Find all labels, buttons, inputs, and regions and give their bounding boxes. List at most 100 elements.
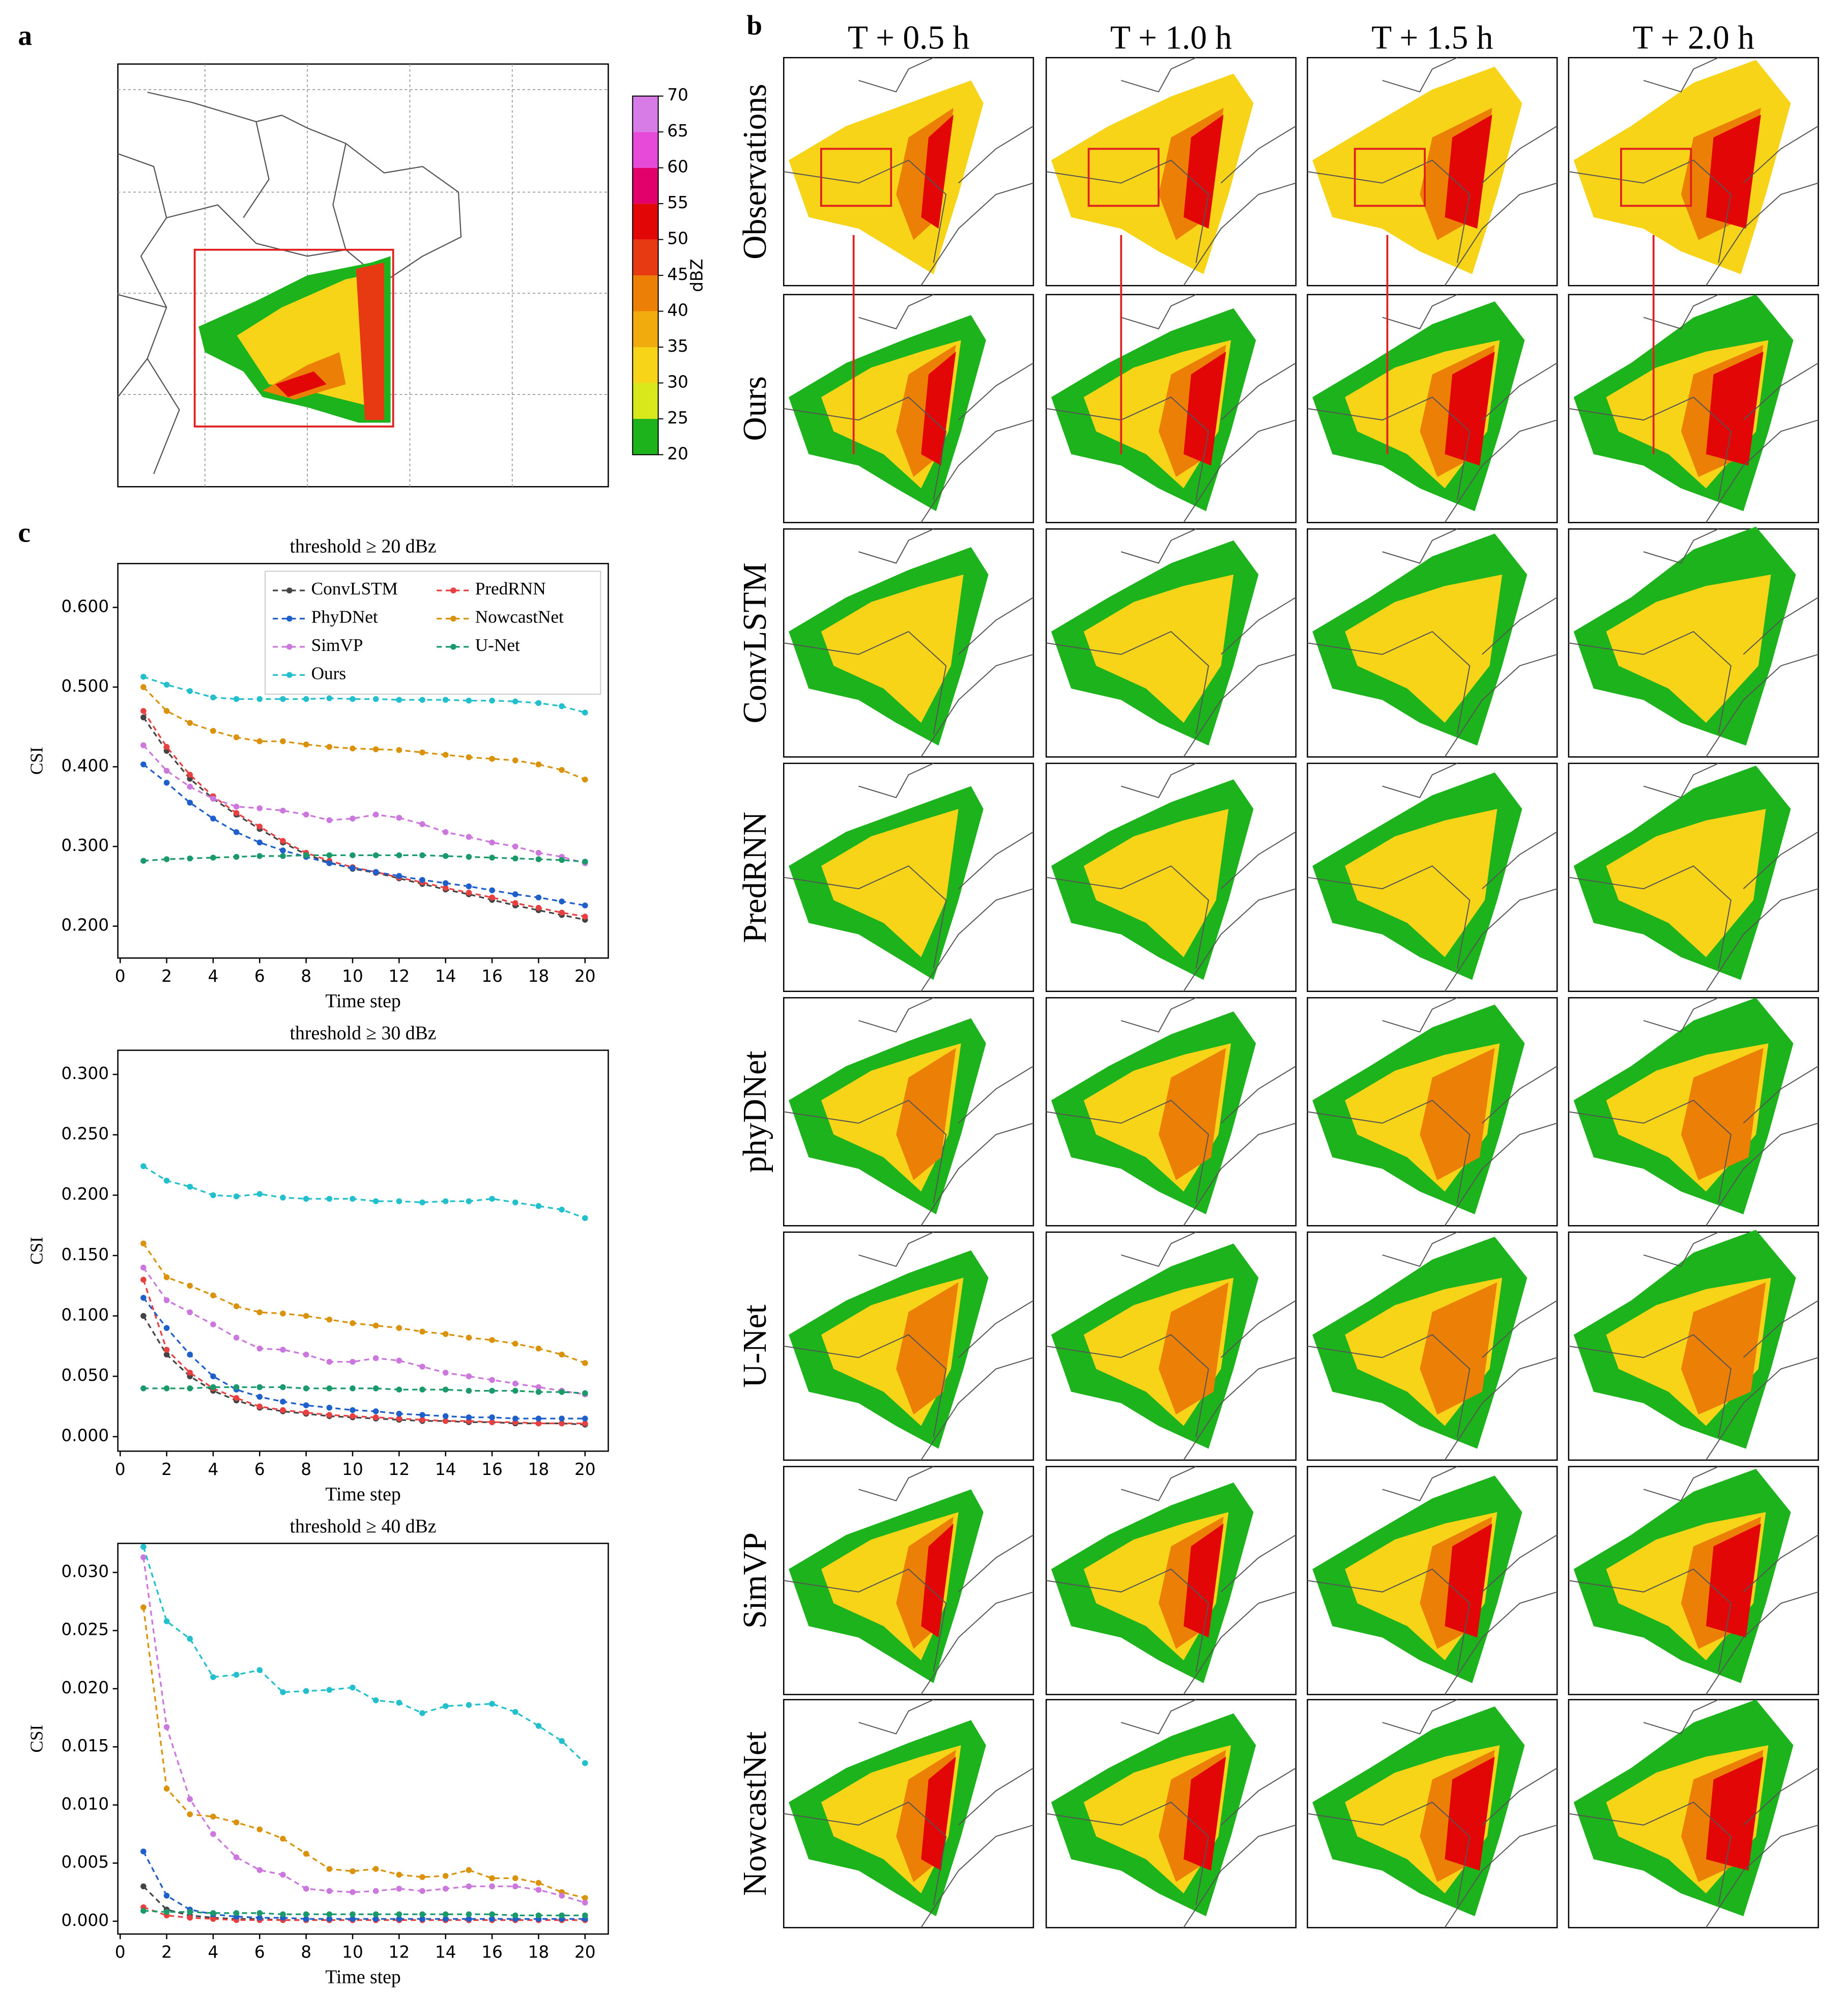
data-point — [466, 883, 472, 890]
data-point — [582, 1420, 588, 1427]
data-point — [442, 853, 449, 859]
data-point — [140, 708, 147, 714]
x-tick-label: 12 — [389, 1460, 410, 1479]
data-point — [442, 1386, 449, 1393]
data-point — [350, 1889, 356, 1895]
data-point — [256, 805, 263, 811]
data-point — [256, 1309, 263, 1316]
data-point — [210, 1674, 216, 1680]
data-point — [280, 1407, 286, 1413]
data-point — [372, 869, 379, 875]
data-point — [372, 1414, 379, 1421]
data-point — [582, 1390, 588, 1397]
echo-area — [1345, 574, 1503, 723]
data-point — [233, 1303, 240, 1310]
radar-image — [1568, 1466, 1819, 1695]
colorbar-tick-label: 35 — [667, 336, 688, 356]
x-tick-label: 2 — [161, 1460, 172, 1479]
data-point — [350, 815, 356, 822]
data-point — [512, 1199, 518, 1206]
y-tick-label: 0.030 — [61, 1562, 109, 1581]
data-point — [256, 696, 263, 702]
data-point — [535, 894, 542, 901]
radar-image — [783, 1699, 1034, 1928]
x-tick-label: 4 — [208, 967, 219, 986]
radar-image — [1568, 235, 1819, 523]
data-point — [396, 814, 402, 821]
x-tick-label: 4 — [208, 1943, 219, 1962]
radar-image — [1307, 762, 1558, 992]
data-point — [559, 910, 565, 916]
data-point — [419, 1416, 425, 1423]
map-border — [784, 997, 1034, 1226]
data-point — [372, 1355, 379, 1361]
map-border — [784, 294, 1034, 523]
chart-title: threshold ≥ 30 dBz — [290, 1023, 437, 1044]
series-line — [143, 676, 586, 714]
data-point — [303, 1385, 309, 1392]
echo-area — [896, 1282, 959, 1415]
colorbar-tick-label: 50 — [667, 229, 688, 248]
data-point — [233, 1671, 240, 1678]
series-line — [143, 1165, 586, 1219]
data-point — [210, 1813, 216, 1820]
data-point — [396, 697, 402, 703]
plot-frame — [117, 1049, 609, 1452]
data-point — [559, 1415, 565, 1422]
data-point — [280, 1399, 286, 1405]
data-point — [442, 1370, 449, 1376]
data-point — [489, 1875, 495, 1882]
series-line — [142, 686, 586, 781]
echo-area — [921, 115, 954, 229]
data-point — [280, 853, 286, 859]
data-point — [163, 1351, 170, 1358]
x-tick-label: 16 — [481, 1460, 503, 1479]
data-point — [187, 1370, 193, 1376]
data-point — [559, 1351, 565, 1358]
data-point — [210, 796, 216, 802]
data-point — [140, 1908, 147, 1914]
data-point — [372, 852, 379, 859]
panel-label: a — [18, 20, 32, 51]
radar-image — [1307, 1699, 1558, 1928]
series-line — [142, 1607, 586, 1899]
data-point — [535, 1415, 542, 1422]
map-border — [1568, 1699, 1819, 1928]
legend-frame — [265, 571, 601, 695]
x-axis-label: Time step — [325, 1967, 401, 1988]
x-tick-label: 20 — [574, 967, 596, 986]
data-point — [512, 1875, 518, 1882]
data-point — [210, 1321, 216, 1327]
data-point — [512, 1883, 518, 1890]
data-point — [535, 1912, 542, 1919]
data-point — [187, 1309, 193, 1316]
x-tick-label: 0 — [115, 1943, 126, 1962]
data-point — [535, 1345, 542, 1352]
data-point — [187, 1909, 193, 1915]
map-border — [1046, 1231, 1296, 1461]
radar-image — [1045, 1466, 1297, 1695]
map-border — [1046, 528, 1296, 757]
y-tick-label: 0.000 — [61, 1426, 109, 1445]
data-point — [396, 1386, 402, 1393]
data-point — [233, 734, 240, 741]
data-point — [512, 900, 518, 906]
series-line — [142, 1243, 586, 1364]
colorbar-band — [632, 275, 658, 311]
data-point — [419, 852, 425, 859]
x-tick-label: 16 — [481, 1943, 503, 1962]
colorbar-band — [632, 239, 658, 276]
data-point — [396, 1871, 402, 1878]
data-point — [280, 1310, 286, 1317]
data-point — [350, 696, 356, 702]
data-point — [140, 684, 147, 690]
x-tick-label: 18 — [528, 967, 550, 986]
data-point — [280, 1871, 286, 1878]
echo-area — [1445, 1756, 1495, 1871]
x-tick-label: 14 — [435, 1460, 456, 1479]
data-point — [326, 817, 333, 824]
data-point — [442, 752, 449, 758]
colorbar-band — [632, 347, 658, 383]
series-line — [142, 1315, 585, 1426]
x-tick-label: 10 — [342, 1460, 363, 1479]
